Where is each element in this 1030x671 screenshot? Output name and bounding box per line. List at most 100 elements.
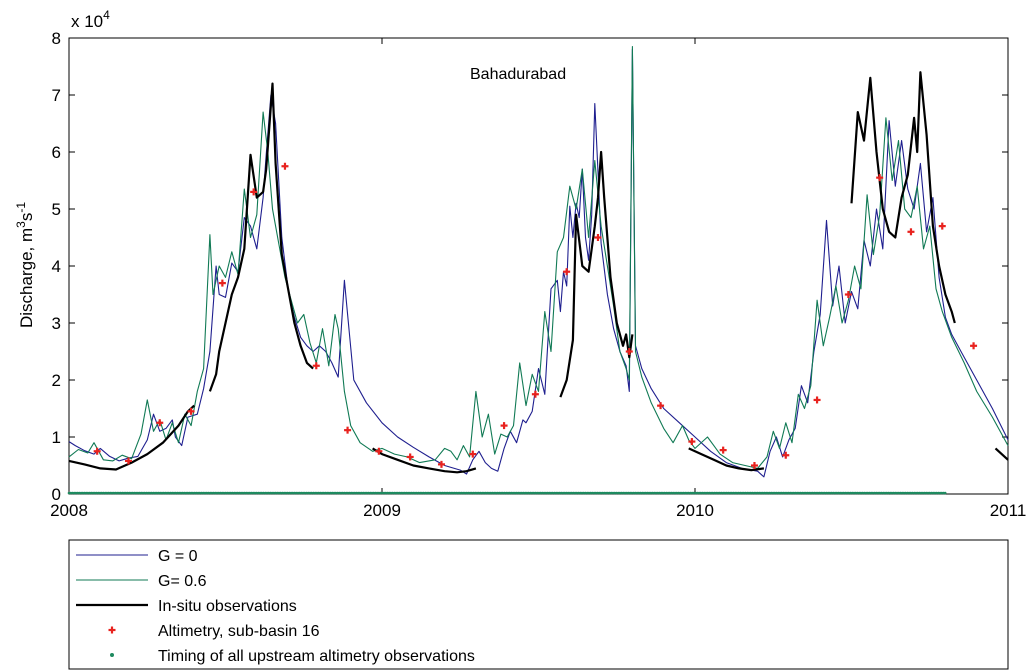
legend: G = 0 G= 0.6 In-situ observations Altimetry… (68, 539, 1009, 670)
timing-marker (294, 491, 298, 495)
timing-marker (654, 491, 658, 495)
legend-entry: G = 0 (76, 548, 198, 565)
timing-marker (246, 491, 250, 495)
timing-marker (207, 491, 210, 495)
timing-marker (535, 491, 539, 495)
timing-marker (871, 491, 875, 495)
y-multiplier-base: x 10 (71, 12, 103, 31)
altimetry-marker (876, 174, 884, 182)
timing-marker (286, 491, 289, 495)
y-tick-label: 4 (52, 257, 61, 276)
timing-marker (399, 491, 403, 495)
timing-marker (198, 491, 202, 495)
timing-marker (503, 491, 506, 495)
series-line-insitu (688, 447, 765, 472)
timing-marker (391, 491, 394, 495)
timing-marker (766, 491, 770, 495)
legend-label: Timing of all upstream altimetry observa… (158, 648, 475, 665)
timing-marker (832, 491, 835, 495)
series-line-insitu (559, 150, 634, 398)
timing-marker (455, 491, 458, 495)
timing-marker (584, 491, 587, 495)
altimetry-marker (500, 422, 508, 430)
altimetry-marker (625, 348, 633, 355)
timing-marker (863, 491, 866, 495)
timing-marker (838, 491, 842, 495)
timing-marker (591, 491, 594, 495)
x-tick-label: 2011 (990, 501, 1027, 520)
y-multiplier-exp: 4 (103, 8, 110, 22)
timing-marker (696, 491, 699, 495)
altimetry-marker (688, 438, 696, 446)
altimetry-marker (312, 362, 320, 370)
timing-marker (711, 491, 715, 495)
timing-marker (895, 491, 899, 495)
timing-marker (95, 491, 98, 495)
legend-label: G = 0 (158, 548, 198, 565)
timing-markers (67, 491, 947, 495)
timing-marker (790, 491, 794, 495)
timing-marker (623, 491, 627, 495)
timing-marker (422, 491, 425, 495)
legend-label: In-situ observations (158, 598, 297, 615)
y-tick-label: 3 (52, 314, 61, 333)
timing-marker (542, 491, 546, 495)
timing-marker (406, 491, 410, 495)
timing-marker (775, 491, 778, 495)
timing-marker (327, 491, 331, 495)
x-tick-label: 2008 (50, 501, 88, 520)
timing-marker (319, 491, 322, 495)
timing-marker (727, 491, 730, 495)
timing-marker (167, 491, 171, 495)
altimetry-marker (531, 390, 539, 398)
y-multiplier: x 104 (71, 8, 110, 31)
timing-marker (678, 491, 682, 495)
timing-marker (671, 491, 675, 495)
legend-label: G= 0.6 (158, 573, 207, 590)
svg-text:Discharge, m3s-1: Discharge, m3s-1 (14, 202, 36, 328)
timing-marker (511, 491, 515, 495)
timing-marker (215, 491, 219, 495)
timing-marker (744, 491, 747, 495)
y-tick-label: 7 (52, 86, 61, 105)
timing-marker (494, 491, 498, 495)
timing-marker (310, 491, 314, 495)
altimetry-marker (750, 462, 758, 469)
legend-entry: In-situ observations (76, 598, 297, 615)
legend-entry: Timing of all upstream altimetry observa… (110, 648, 475, 665)
altimetry-marker (250, 188, 258, 196)
timing-marker (599, 491, 603, 495)
timing-marker (639, 491, 642, 495)
altimetry-marker (406, 453, 414, 461)
y-axis-title-sup2: -1 (14, 202, 28, 213)
timing-marker (239, 491, 243, 495)
altimetry-marker (156, 419, 164, 427)
y-axis-title-mid: s (17, 213, 36, 222)
timing-marker (663, 491, 666, 495)
timing-marker (78, 491, 81, 495)
altimetry-marker (124, 457, 132, 465)
y-axis-title-sup1: 3 (14, 221, 28, 228)
altimetry-marker (375, 447, 383, 455)
timing-marker (255, 491, 258, 495)
timing-marker (575, 491, 579, 495)
timing-marker (110, 491, 114, 495)
timing-marker (382, 491, 386, 495)
altimetry-marker (187, 407, 195, 415)
timing-marker (150, 491, 153, 495)
x-tick-label: 2009 (363, 501, 401, 520)
timing-marker (126, 491, 129, 495)
altimetry-marker (844, 291, 852, 298)
altimetry-marker (813, 396, 821, 404)
timing-marker (222, 491, 226, 495)
timing-marker (430, 491, 434, 495)
timing-marker (823, 491, 826, 495)
y-axis-title: Discharge, m3s-1 (14, 202, 36, 328)
legend-entry: Altimetry, sub-basin 16 (108, 623, 320, 640)
y-tick-label: 0 (52, 485, 61, 504)
altimetry-marker (344, 426, 352, 434)
altimetry-marker (907, 228, 915, 236)
timing-marker (807, 491, 811, 495)
timing-marker (847, 491, 851, 495)
timing-marker (143, 491, 146, 495)
